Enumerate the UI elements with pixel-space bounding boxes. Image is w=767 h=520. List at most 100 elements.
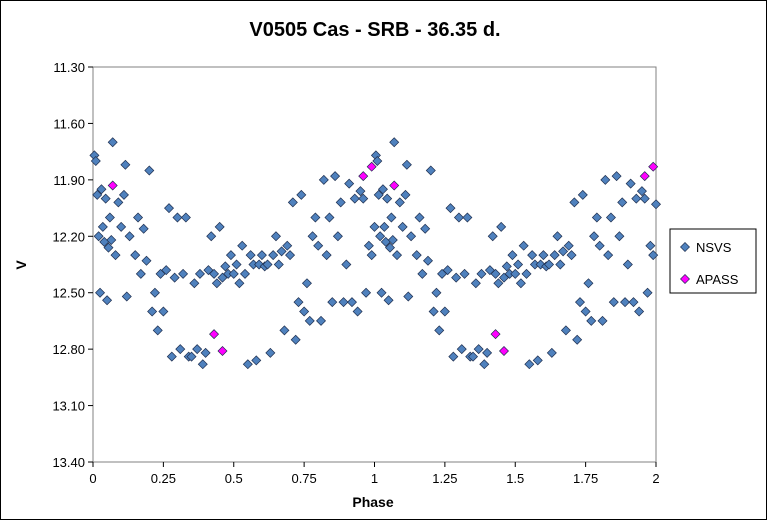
data-point-nsvs bbox=[389, 137, 400, 148]
data-point-nsvs bbox=[507, 250, 518, 261]
data-point-nsvs bbox=[555, 259, 566, 270]
data-point-nsvs bbox=[386, 212, 397, 223]
data-point-nsvs bbox=[335, 197, 346, 208]
data-points bbox=[89, 137, 661, 370]
x-tick-label: 0.75 bbox=[291, 471, 316, 486]
data-point-nsvs bbox=[318, 174, 329, 185]
data-point-nsvs bbox=[394, 197, 405, 208]
data-point-nsvs bbox=[524, 359, 535, 370]
data-point-nsvs bbox=[401, 159, 412, 170]
x-axis-label: Phase bbox=[352, 494, 393, 510]
data-point-nsvs bbox=[192, 344, 203, 355]
y-tick-label: 13.40 bbox=[52, 455, 85, 470]
data-point-nsvs bbox=[92, 189, 103, 200]
data-point-nsvs bbox=[453, 212, 464, 223]
data-point-nsvs bbox=[566, 250, 577, 261]
data-point-nsvs bbox=[569, 197, 580, 208]
data-point-nsvs bbox=[327, 297, 338, 308]
data-point-nsvs bbox=[462, 212, 473, 223]
data-point-nsvs bbox=[225, 250, 236, 261]
data-point-nsvs bbox=[403, 291, 414, 302]
data-point-nsvs bbox=[591, 212, 602, 223]
data-point-nsvs bbox=[639, 193, 650, 204]
data-point-nsvs bbox=[256, 250, 267, 261]
data-point-nsvs bbox=[349, 193, 360, 204]
data-point-nsvs bbox=[228, 268, 239, 279]
data-point-nsvs bbox=[382, 193, 393, 204]
x-tick-label: 1.25 bbox=[432, 471, 457, 486]
data-point-apass bbox=[490, 329, 501, 340]
data-point-nsvs bbox=[194, 268, 205, 279]
y-tick-label: 11.90 bbox=[53, 173, 85, 188]
x-tick-label: 0 bbox=[89, 471, 96, 486]
data-point-apass bbox=[107, 180, 118, 191]
data-point-nsvs bbox=[180, 212, 191, 223]
data-point-nsvs bbox=[406, 231, 417, 242]
data-point-nsvs bbox=[552, 231, 563, 242]
data-point-nsvs bbox=[130, 250, 141, 261]
data-point-nsvs bbox=[422, 255, 433, 266]
data-point-nsvs bbox=[338, 297, 349, 308]
data-point-nsvs bbox=[152, 325, 163, 336]
data-point-nsvs bbox=[375, 231, 386, 242]
x-axis: 0 0.25 0.5 0.75 1 1.25 1.5 1.75 2 bbox=[89, 462, 660, 486]
data-point-nsvs bbox=[268, 250, 279, 261]
data-point-nsvs bbox=[589, 231, 600, 242]
data-point-nsvs bbox=[442, 265, 453, 276]
data-point-nsvs bbox=[544, 259, 555, 270]
data-point-nsvs bbox=[301, 278, 312, 289]
data-point-nsvs bbox=[490, 268, 501, 279]
data-point-nsvs bbox=[434, 325, 445, 336]
data-point-nsvs bbox=[546, 347, 557, 358]
data-point-nsvs bbox=[262, 259, 273, 270]
data-point-nsvs bbox=[379, 221, 390, 232]
data-point-nsvs bbox=[120, 159, 131, 170]
data-point-nsvs bbox=[515, 278, 526, 289]
data-point-nsvs bbox=[107, 137, 118, 148]
data-point-nsvs bbox=[372, 156, 383, 167]
data-point-apass bbox=[639, 171, 650, 182]
data-point-nsvs bbox=[642, 287, 653, 298]
data-point-nsvs bbox=[636, 186, 647, 197]
data-point-nsvs bbox=[144, 165, 155, 176]
data-point-nsvs bbox=[169, 272, 180, 283]
data-point-nsvs bbox=[420, 223, 431, 234]
data-point-nsvs bbox=[285, 250, 296, 261]
data-point-apass bbox=[498, 346, 509, 357]
data-point-nsvs bbox=[116, 221, 127, 232]
data-point-nsvs bbox=[392, 250, 403, 261]
x-tick-label: 1.75 bbox=[573, 471, 598, 486]
data-point-nsvs bbox=[209, 268, 220, 279]
data-point-nsvs bbox=[648, 250, 659, 261]
data-point-nsvs bbox=[158, 306, 169, 317]
data-point-nsvs bbox=[358, 193, 369, 204]
data-point-nsvs bbox=[518, 240, 529, 251]
y-axis-label: V bbox=[13, 260, 29, 270]
data-point-nsvs bbox=[106, 235, 117, 246]
data-point-nsvs bbox=[597, 315, 608, 326]
data-point-nsvs bbox=[373, 189, 384, 200]
data-point-nsvs bbox=[560, 325, 571, 336]
data-point-nsvs bbox=[513, 259, 524, 270]
data-point-nsvs bbox=[161, 265, 172, 276]
data-point-nsvs bbox=[620, 297, 631, 308]
data-point-nsvs bbox=[149, 287, 160, 298]
data-point-nsvs bbox=[293, 297, 304, 308]
y-tick-label: 11.30 bbox=[53, 60, 85, 75]
data-point-nsvs bbox=[487, 231, 498, 242]
data-point-nsvs bbox=[231, 259, 242, 270]
data-point-apass bbox=[209, 329, 220, 340]
data-point-nsvs bbox=[279, 325, 290, 336]
data-point-nsvs bbox=[577, 189, 588, 200]
data-point-nsvs bbox=[133, 212, 144, 223]
x-tick-label: 0.25 bbox=[151, 471, 176, 486]
data-point-nsvs bbox=[377, 184, 388, 195]
data-point-nsvs bbox=[355, 186, 366, 197]
data-point-nsvs bbox=[383, 295, 394, 306]
data-point-nsvs bbox=[197, 359, 208, 370]
data-point-nsvs bbox=[220, 261, 231, 272]
legend-label-apass: APASS bbox=[696, 272, 739, 287]
data-point-nsvs bbox=[304, 315, 315, 326]
data-point-nsvs bbox=[245, 250, 256, 261]
data-point-apass bbox=[217, 346, 228, 357]
